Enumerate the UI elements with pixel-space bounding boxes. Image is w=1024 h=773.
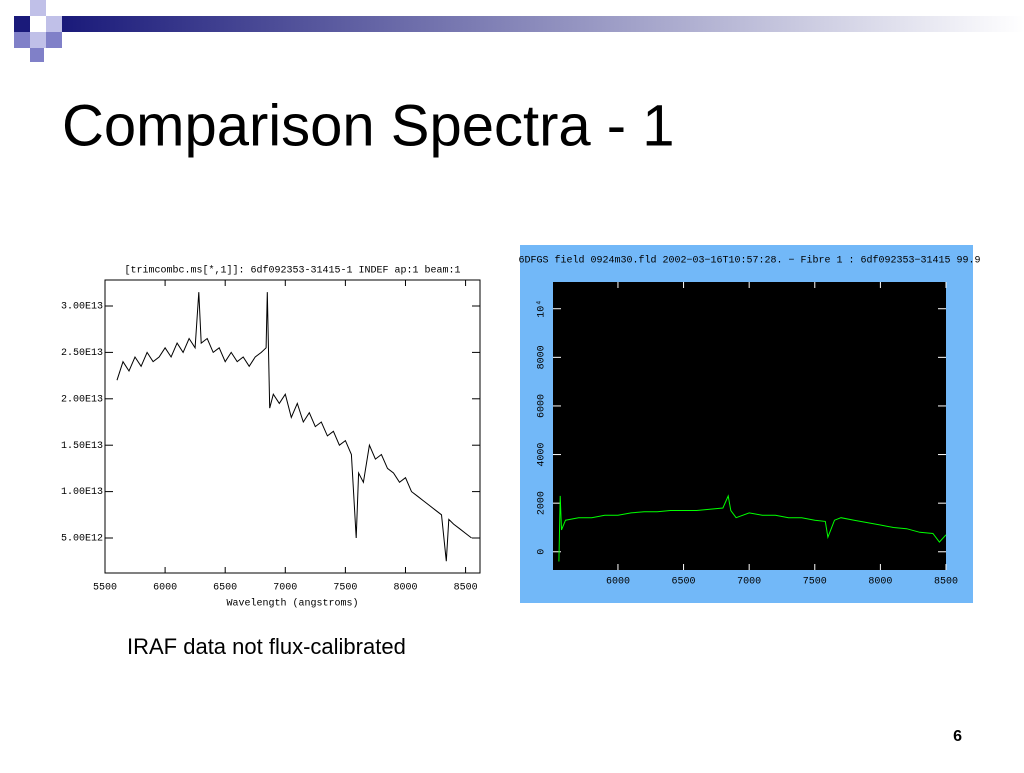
- x-tick-label: 6500: [672, 577, 696, 588]
- plot-frame: [104, 279, 481, 574]
- y-tick-label: 3.00E13: [61, 302, 103, 313]
- page-number: 6: [953, 728, 962, 745]
- decoration: [14, 0, 1024, 62]
- caption: IRAF data not flux-calibrated: [127, 634, 406, 659]
- x-tick-label: 8000: [868, 577, 892, 588]
- y-tick-label: 2.50E13: [61, 348, 103, 359]
- x-tick-label: 8000: [393, 583, 417, 594]
- y-tick-label: 2.00E13: [61, 394, 103, 405]
- y-tick-label: 2000: [537, 491, 548, 515]
- spectrum-line: [558, 494, 947, 562]
- chart-title: 6DFGS field 0924m30.fld 2002−03−16T10:57…: [518, 255, 980, 267]
- y-tick-label: 5.00E12: [61, 534, 103, 545]
- x-axis-label: Wavelength (angstroms): [226, 598, 358, 610]
- spectrum-line: [116, 292, 472, 562]
- y-tick-label: 0: [537, 549, 548, 555]
- plot-background: [553, 282, 946, 570]
- y-tick-label: 4000: [537, 443, 548, 467]
- x-tick-label: 6000: [606, 577, 630, 588]
- x-tick-label: 5500: [93, 583, 117, 594]
- x-tick-label: 6500: [213, 583, 237, 594]
- x-tick-label: 7000: [737, 577, 761, 588]
- x-tick-label: 6000: [153, 583, 177, 594]
- chart-title: [trimcombc.ms[*,1]]: 6df092353-31415-1 I…: [124, 265, 460, 277]
- x-tick-label: 8500: [934, 577, 958, 588]
- slide-title: Comparison Spectra - 1: [62, 93, 674, 158]
- y-tick-label: 1.50E13: [61, 441, 103, 452]
- y-tick-label: 10⁴: [536, 300, 548, 318]
- x-tick-label: 7500: [333, 583, 357, 594]
- y-tick-label: 8000: [537, 345, 548, 369]
- x-tick-label: 8500: [454, 583, 478, 594]
- x-tick-label: 7500: [803, 577, 827, 588]
- y-tick-label: 1.00E13: [61, 487, 103, 498]
- y-tick-label: 6000: [537, 394, 548, 418]
- x-tick-label: 7000: [273, 583, 297, 594]
